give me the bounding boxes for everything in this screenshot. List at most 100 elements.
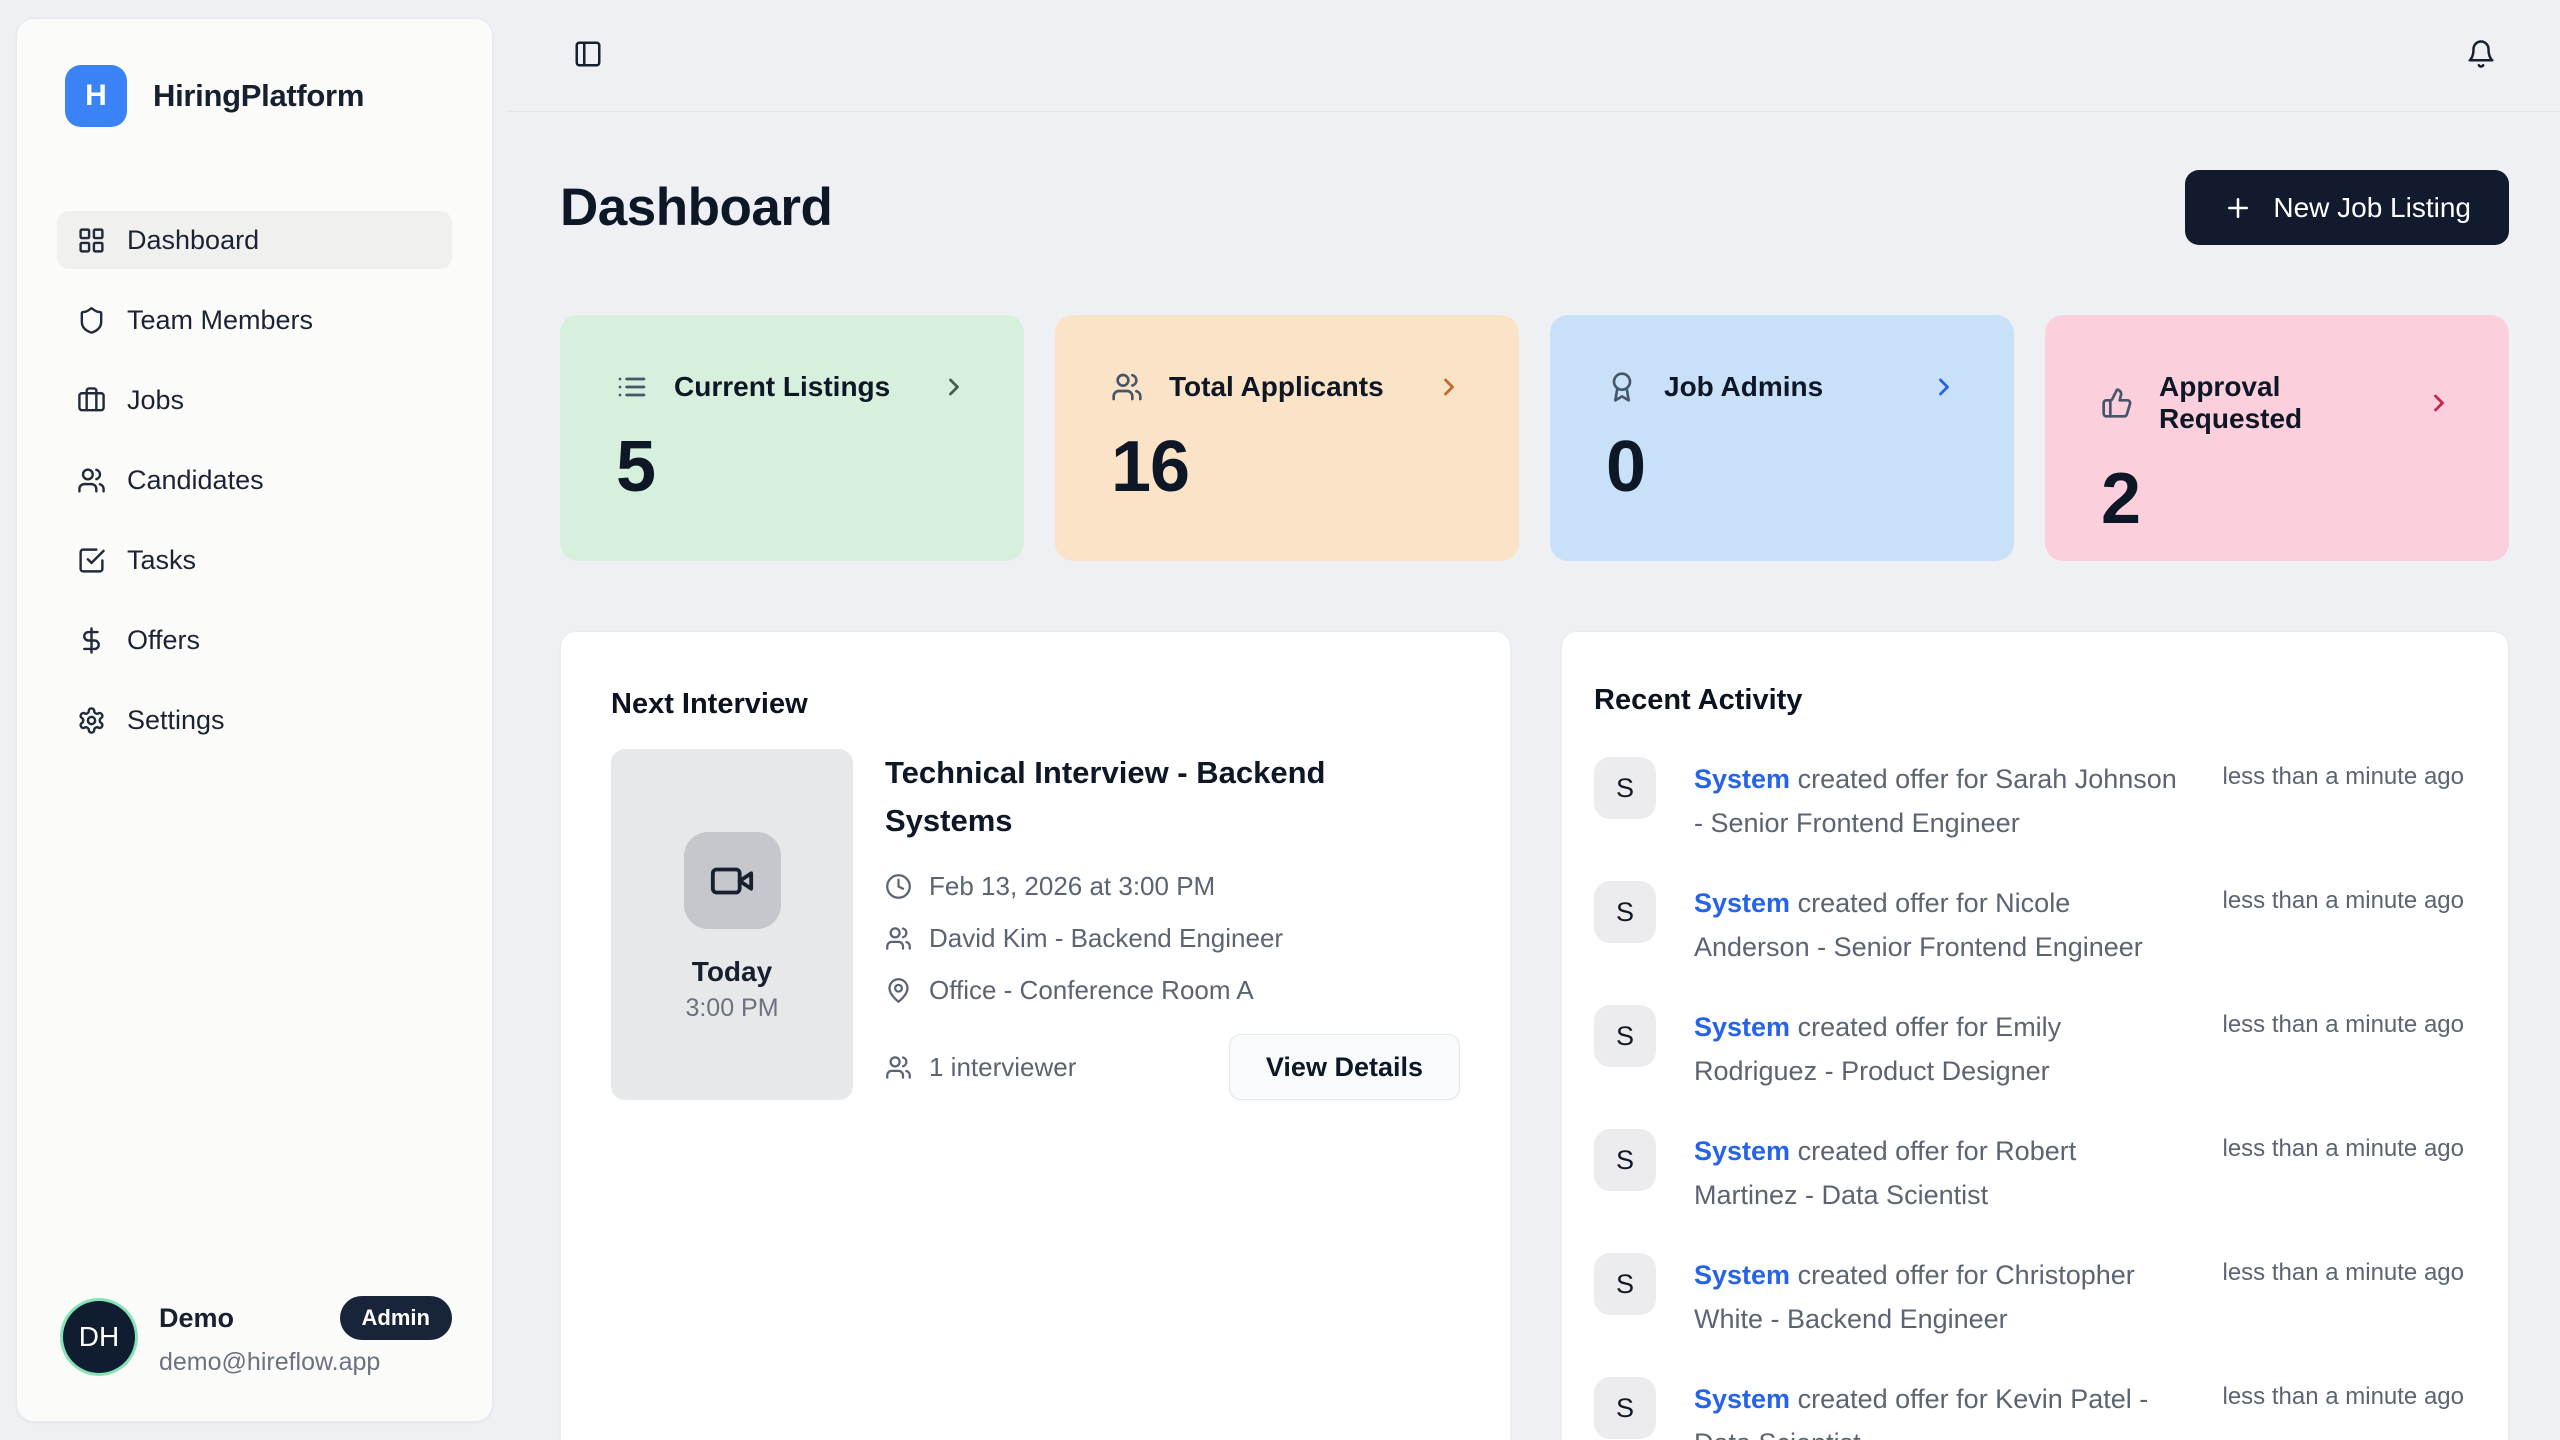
activity-item: S System created offer for Sarah Johnson… [1594, 757, 2464, 845]
interviewer-count: 1 interviewer [929, 1051, 1077, 1082]
activity-timestamp: less than a minute ago [2222, 1011, 2465, 1038]
activity-item: S System created offer for Nicole Anders… [1594, 881, 2464, 969]
interview-job-title: Technical Interview - Backend Systems [885, 755, 1326, 838]
stats-row: Current Listings 5 Total Applicants [560, 315, 2509, 561]
stat-value: 0 [1606, 427, 1646, 507]
sidebar-item-label: Dashboard [127, 224, 260, 255]
users-icon [1111, 371, 1143, 403]
activity-text: System created offer for Kevin Patel - D… [1694, 1377, 2185, 1440]
users-icon [77, 466, 106, 495]
dollar-icon [77, 626, 106, 655]
activity-text: System created offer for Robert Martinez… [1694, 1129, 2185, 1217]
activity-actor-link[interactable]: System [1694, 764, 1791, 794]
interview-location-row: Office - Conference Room A [885, 975, 1460, 1006]
activity-actor-link[interactable]: System [1694, 1136, 1791, 1166]
activity-avatar: S [1594, 881, 1656, 943]
thumbs-up-icon [2101, 387, 2133, 419]
brand-initial: H [85, 79, 107, 112]
sidebar-item-settings[interactable]: Settings [57, 691, 452, 749]
profile-name: Demo [159, 1302, 235, 1333]
award-icon [1606, 371, 1638, 403]
activity-avatar: S [1594, 1377, 1656, 1439]
activity-timestamp: less than a minute ago [2222, 1383, 2465, 1410]
sidebar-item-team-members[interactable]: Team Members [57, 291, 452, 349]
user-profile[interactable]: DH Demo Admin demo@hireflow.app [57, 1296, 452, 1377]
activity-timestamp: less than a minute ago [2222, 887, 2465, 914]
activity-description: created offer for Nicole Anderson - Seni… [1694, 888, 2143, 962]
stat-value: 5 [616, 427, 656, 507]
activity-text: System created offer for Emily Rodriguez… [1694, 1005, 2185, 1093]
activity-avatar: S [1594, 1253, 1656, 1315]
sidebar-item-candidates[interactable]: Candidates [57, 451, 452, 509]
sidebar-nav: Dashboard Team Members Jobs Candidates [57, 211, 452, 749]
stat-card-job-admins[interactable]: Job Admins 0 [1550, 315, 2014, 561]
profile-email: demo@hireflow.app [159, 1348, 381, 1376]
stat-value: 2 [2101, 459, 2141, 539]
sidebar-item-tasks[interactable]: Tasks [57, 531, 452, 589]
notifications-button[interactable] [2466, 39, 2496, 72]
activity-actor-link[interactable]: System [1694, 888, 1791, 918]
view-details-button[interactable]: View Details [1228, 1034, 1460, 1100]
activity-actor-link[interactable]: System [1694, 1384, 1791, 1414]
interview-location: Office - Conference Room A [929, 975, 1254, 1005]
chevron-right-icon [940, 373, 968, 401]
activity-description: created offer for Sarah Johnson - Senior… [1694, 764, 2177, 838]
activity-list: S System created offer for Sarah Johnson… [1594, 757, 2464, 1440]
brand-logo: H [65, 65, 127, 127]
list-icon [616, 371, 648, 403]
activity-description: created offer for Christopher White - Ba… [1694, 1260, 2135, 1334]
interview-person: David Kim - Backend Engineer [929, 923, 1284, 953]
activity-avatar: S [1594, 1129, 1656, 1191]
stat-value: 16 [1111, 427, 1190, 507]
activity-avatar: S [1594, 1005, 1656, 1067]
map-pin-icon [885, 977, 912, 1004]
new-job-listing-button[interactable]: New Job Listing [2185, 170, 2509, 245]
activity-text: System created offer for Sarah Johnson -… [1694, 757, 2185, 845]
sidebar-item-label: Offers [127, 624, 201, 655]
panel-left-icon [573, 39, 603, 69]
sidebar-item-label: Tasks [127, 544, 197, 575]
chevron-right-icon [1435, 373, 1463, 401]
activity-description: created offer for Robert Martinez - Data… [1694, 1136, 2077, 1210]
stat-card-total-applicants[interactable]: Total Applicants 16 [1055, 315, 1519, 561]
activity-timestamp: less than a minute ago [2222, 1259, 2465, 1286]
stat-card-approval-requested[interactable]: Approval Requested 2 [2045, 315, 2509, 561]
stat-label: Total Applicants [1169, 371, 1384, 402]
activity-text: System created offer for Christopher Whi… [1694, 1253, 2185, 1341]
grid-icon [77, 226, 106, 255]
sidebar-item-offers[interactable]: Offers [57, 611, 452, 669]
interview-time: 3:00 PM [685, 994, 779, 1022]
activity-timestamp: less than a minute ago [2222, 1135, 2465, 1162]
interviewer-count-row: 1 interviewer [885, 1052, 1076, 1083]
page-content: Dashboard New Job Listing Current Listin… [509, 170, 2560, 1440]
avatar: DH [63, 1300, 135, 1373]
recent-activity-card: Recent Activity S System created offer f… [1561, 631, 2509, 1440]
briefcase-icon [77, 386, 106, 415]
recent-activity-title: Recent Activity [1594, 684, 1803, 716]
topbar [509, 0, 2560, 112]
next-interview-card: Next Interview Today 3:00 PM Technical I… [560, 631, 1511, 1440]
sidebar-item-label: Team Members [127, 304, 314, 335]
activity-text: System created offer for Nicole Anderson… [1694, 881, 2185, 969]
activity-actor-link[interactable]: System [1694, 1012, 1791, 1042]
brand-name: HiringPlatform [153, 78, 365, 113]
activity-item: S System created offer for Robert Martin… [1594, 1129, 2464, 1217]
sidebar: H HiringPlatform Dashboard Team Members [16, 18, 493, 1422]
activity-item: S System created offer for Kevin Patel -… [1594, 1377, 2464, 1440]
stat-card-current-listings[interactable]: Current Listings 5 [560, 315, 1024, 561]
sidebar-item-label: Settings [127, 704, 225, 735]
activity-description: created offer for Kevin Patel - Data Sci… [1694, 1384, 2149, 1440]
activity-item: S System created offer for Christopher W… [1594, 1253, 2464, 1341]
activity-actor-link[interactable]: System [1694, 1260, 1791, 1290]
interview-datetime-row: Feb 13, 2026 at 3:00 PM [885, 871, 1460, 902]
interview-thumbnail: Today 3:00 PM [611, 749, 853, 1100]
sidebar-item-jobs[interactable]: Jobs [57, 371, 452, 429]
stat-label: Approval Requested [2159, 371, 2303, 434]
chevron-right-icon [1930, 373, 1958, 401]
profile-info: Demo Admin demo@hireflow.app [159, 1296, 452, 1377]
sidebar-item-dashboard[interactable]: Dashboard [57, 211, 452, 269]
interview-details: Technical Interview - Backend Systems Fe… [885, 749, 1460, 1100]
sidebar-toggle-button[interactable] [573, 39, 603, 72]
role-badge: Admin [339, 1296, 452, 1340]
interview-day: Today [691, 956, 773, 987]
